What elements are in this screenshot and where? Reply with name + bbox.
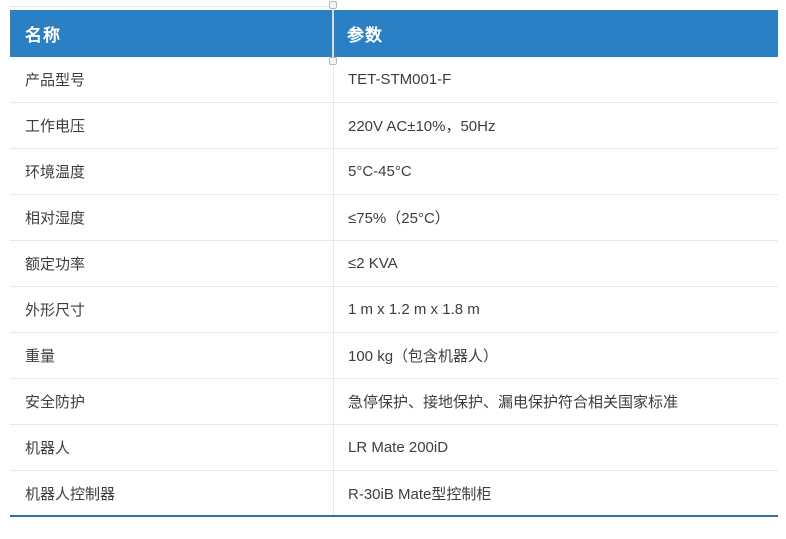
column-resize-handle-top[interactable] xyxy=(329,1,337,9)
table-row: 额定功率 ≤2 KVA xyxy=(10,241,778,287)
header-cell-param: 参数 xyxy=(347,26,383,45)
spec-name: 重量 xyxy=(25,348,56,365)
spec-value: 100 kg（包含机器人） xyxy=(333,333,778,378)
spec-value: 急停保护、接地保护、漏电保护符合相关国家标准 xyxy=(333,379,778,424)
spec-value: ≤2 KVA xyxy=(333,241,778,286)
table-row: 工作电压 220V AC±10%，50Hz xyxy=(10,103,778,149)
table-row: 重量 100 kg（包含机器人） xyxy=(10,333,778,379)
spec-value: 1 m x 1.2 m x 1.8 m xyxy=(333,287,778,332)
spec-name: 安全防护 xyxy=(25,394,86,411)
table-top-edge xyxy=(10,6,333,7)
spec-name: 相对湿度 xyxy=(25,210,86,227)
spec-name: 机器人控制器 xyxy=(25,485,116,503)
table-row: 产品型号 TET-STM001-F xyxy=(10,57,778,103)
table-body: 产品型号 TET-STM001-F 工作电压 220V AC±10%，50Hz … xyxy=(10,57,778,517)
spec-name: 机器人 xyxy=(25,440,71,457)
column-divider-guide[interactable] xyxy=(329,1,337,65)
spec-value: LR Mate 200iD xyxy=(333,425,778,470)
spec-value: 5°C-45°C xyxy=(333,149,778,194)
spec-value: ≤75%（25°C） xyxy=(333,195,778,240)
table-row: 机器人 LR Mate 200iD xyxy=(10,425,778,471)
spec-name: 环境温度 xyxy=(25,164,86,181)
column-resize-handle-bottom[interactable] xyxy=(329,57,337,65)
table-row: 相对湿度 ≤75%（25°C） xyxy=(10,195,778,241)
table-row: 环境温度 5°C-45°C xyxy=(10,149,778,195)
table-row: 外形尺寸 1 m x 1.2 m x 1.8 m xyxy=(10,287,778,333)
spec-name: 工作电压 xyxy=(25,118,86,135)
spec-table: 名称 参数 产品型号 TET-STM001-F 工作电压 220V AC±10%… xyxy=(10,1,778,517)
spec-name: 产品型号 xyxy=(25,72,86,89)
table-row: 机器人控制器 R-30iB Mate型控制柜 xyxy=(10,471,778,517)
spec-value: TET-STM001-F xyxy=(333,57,778,102)
spec-name: 外形尺寸 xyxy=(25,302,86,319)
table-row: 安全防护 急停保护、接地保护、漏电保护符合相关国家标准 xyxy=(10,379,778,425)
spec-name: 额定功率 xyxy=(25,256,86,273)
header-cell-name: 名称 xyxy=(25,26,61,45)
spec-value: R-30iB Mate型控制柜 xyxy=(333,471,778,515)
table-header-row: 名称 参数 xyxy=(10,1,778,65)
spec-value: 220V AC±10%，50Hz xyxy=(333,103,778,148)
